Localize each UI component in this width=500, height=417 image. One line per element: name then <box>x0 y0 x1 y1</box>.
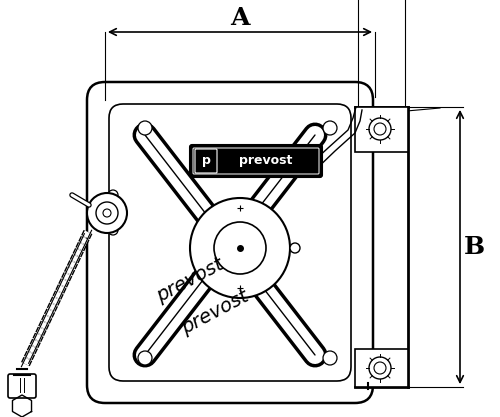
Text: prevost: prevost <box>153 254 227 306</box>
Circle shape <box>108 225 118 235</box>
FancyBboxPatch shape <box>190 145 322 177</box>
FancyBboxPatch shape <box>87 82 373 403</box>
Circle shape <box>323 121 337 135</box>
Circle shape <box>323 351 337 365</box>
FancyBboxPatch shape <box>109 104 351 381</box>
FancyBboxPatch shape <box>8 374 36 398</box>
Circle shape <box>138 351 152 365</box>
Circle shape <box>96 202 118 224</box>
Circle shape <box>190 198 290 298</box>
Text: p: p <box>202 154 210 167</box>
Bar <box>355 107 408 152</box>
FancyBboxPatch shape <box>195 149 217 173</box>
Bar <box>355 349 408 387</box>
Text: B: B <box>464 235 484 259</box>
Circle shape <box>103 209 111 217</box>
Circle shape <box>108 190 118 200</box>
Bar <box>358 0 405 110</box>
Circle shape <box>138 121 152 135</box>
Circle shape <box>374 362 386 374</box>
Circle shape <box>369 357 391 379</box>
Circle shape <box>369 118 391 140</box>
Circle shape <box>87 193 127 233</box>
Circle shape <box>290 243 300 253</box>
Circle shape <box>214 222 266 274</box>
Text: prevost: prevost <box>240 154 292 167</box>
Circle shape <box>374 123 386 135</box>
Text: A: A <box>230 6 250 30</box>
Text: prevost: prevost <box>178 286 252 338</box>
